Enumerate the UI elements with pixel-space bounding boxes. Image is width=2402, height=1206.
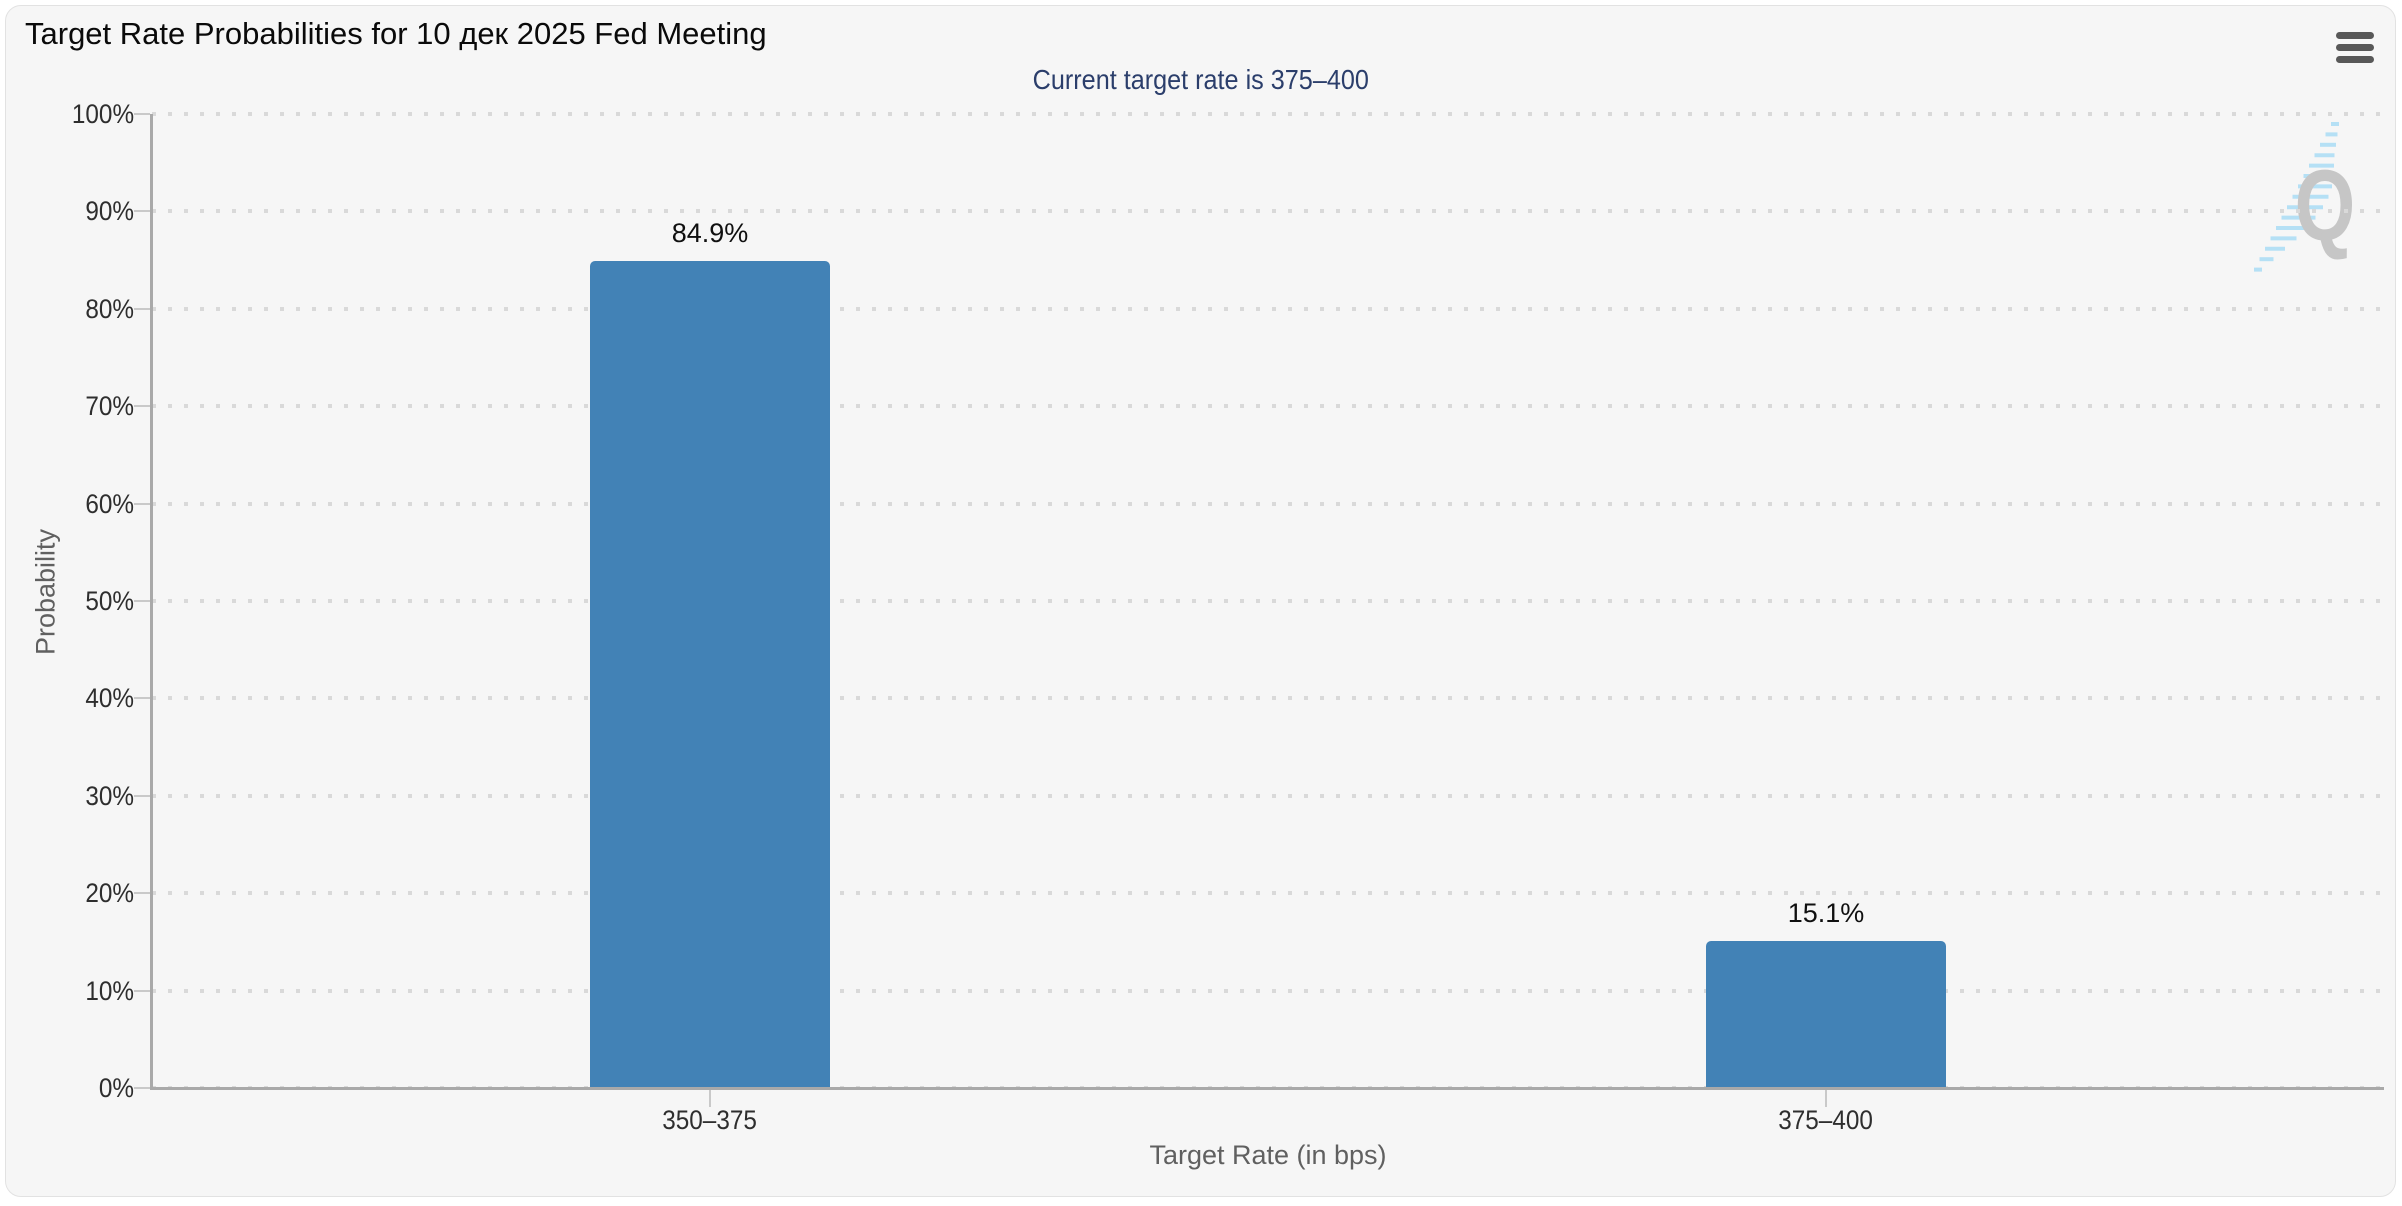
bar-375–400[interactable] bbox=[1706, 941, 1946, 1088]
chart-subtitle-text: Current target rate is 375–400 bbox=[1032, 64, 1370, 95]
y-axis-label: 100% bbox=[71, 99, 134, 129]
y-axis-title: Probability bbox=[30, 528, 61, 656]
x-axis-label: 350–375 bbox=[662, 1105, 758, 1135]
gridline bbox=[152, 209, 2384, 214]
y-axis-tick bbox=[134, 210, 150, 213]
x-axis-line bbox=[150, 1087, 2384, 1090]
y-axis-tick bbox=[134, 892, 150, 895]
bar-350–375[interactable] bbox=[590, 261, 830, 1088]
gridline bbox=[152, 112, 2384, 116]
y-axis-label: 30% bbox=[85, 780, 134, 811]
chart-subtitle: Current target rate is 375–400 bbox=[0, 64, 2402, 96]
bar-value-label: 84.9% bbox=[671, 218, 749, 248]
y-axis-tick bbox=[134, 989, 150, 992]
y-axis-tick bbox=[134, 794, 150, 797]
y-axis-label: 80% bbox=[85, 293, 134, 324]
bar-value-label: 15.1% bbox=[1787, 898, 1865, 928]
y-axis-tick bbox=[134, 502, 150, 505]
gridline bbox=[152, 793, 2384, 798]
x-axis-label: 375–400 bbox=[1778, 1105, 1874, 1135]
x-axis-title: Target Rate (in bps) bbox=[1149, 1140, 1387, 1170]
y-axis-label: 50% bbox=[85, 586, 134, 616]
gridline bbox=[152, 501, 2384, 506]
y-axis-line bbox=[150, 114, 153, 1090]
y-axis-tick bbox=[134, 113, 150, 115]
gridline bbox=[152, 988, 2384, 993]
y-axis-label: 40% bbox=[85, 683, 134, 714]
y-axis-label: 60% bbox=[85, 488, 134, 519]
y-axis-label: 90% bbox=[85, 196, 134, 227]
gridline bbox=[152, 404, 2384, 409]
x-axis-tick bbox=[1825, 1090, 1827, 1107]
x-axis-tick bbox=[709, 1090, 711, 1107]
gridline bbox=[152, 599, 2384, 603]
hamburger-icon bbox=[2336, 32, 2374, 63]
gridline bbox=[152, 696, 2384, 701]
gridline bbox=[152, 891, 2384, 896]
chart-context-menu-button[interactable] bbox=[2330, 20, 2380, 75]
gridline bbox=[152, 306, 2384, 311]
y-axis-label: 20% bbox=[85, 878, 134, 909]
y-axis-tick bbox=[134, 697, 150, 700]
y-axis-tick bbox=[134, 1087, 150, 1089]
y-axis-tick bbox=[134, 405, 150, 408]
plot-area: 0% 10% 20% 30% 40% 50% 60% 70% 80% 90% 100% 84.9% 35… bbox=[72, 99, 2384, 1135]
y-axis-tick bbox=[134, 600, 150, 602]
y-axis-tick bbox=[134, 307, 150, 310]
y-axis-label: 70% bbox=[85, 391, 134, 422]
chart-title: Target Rate Probabilities for 10 дек 202… bbox=[25, 16, 767, 51]
y-axis-label: 10% bbox=[85, 975, 134, 1006]
y-axis-label: 0% bbox=[98, 1073, 134, 1103]
